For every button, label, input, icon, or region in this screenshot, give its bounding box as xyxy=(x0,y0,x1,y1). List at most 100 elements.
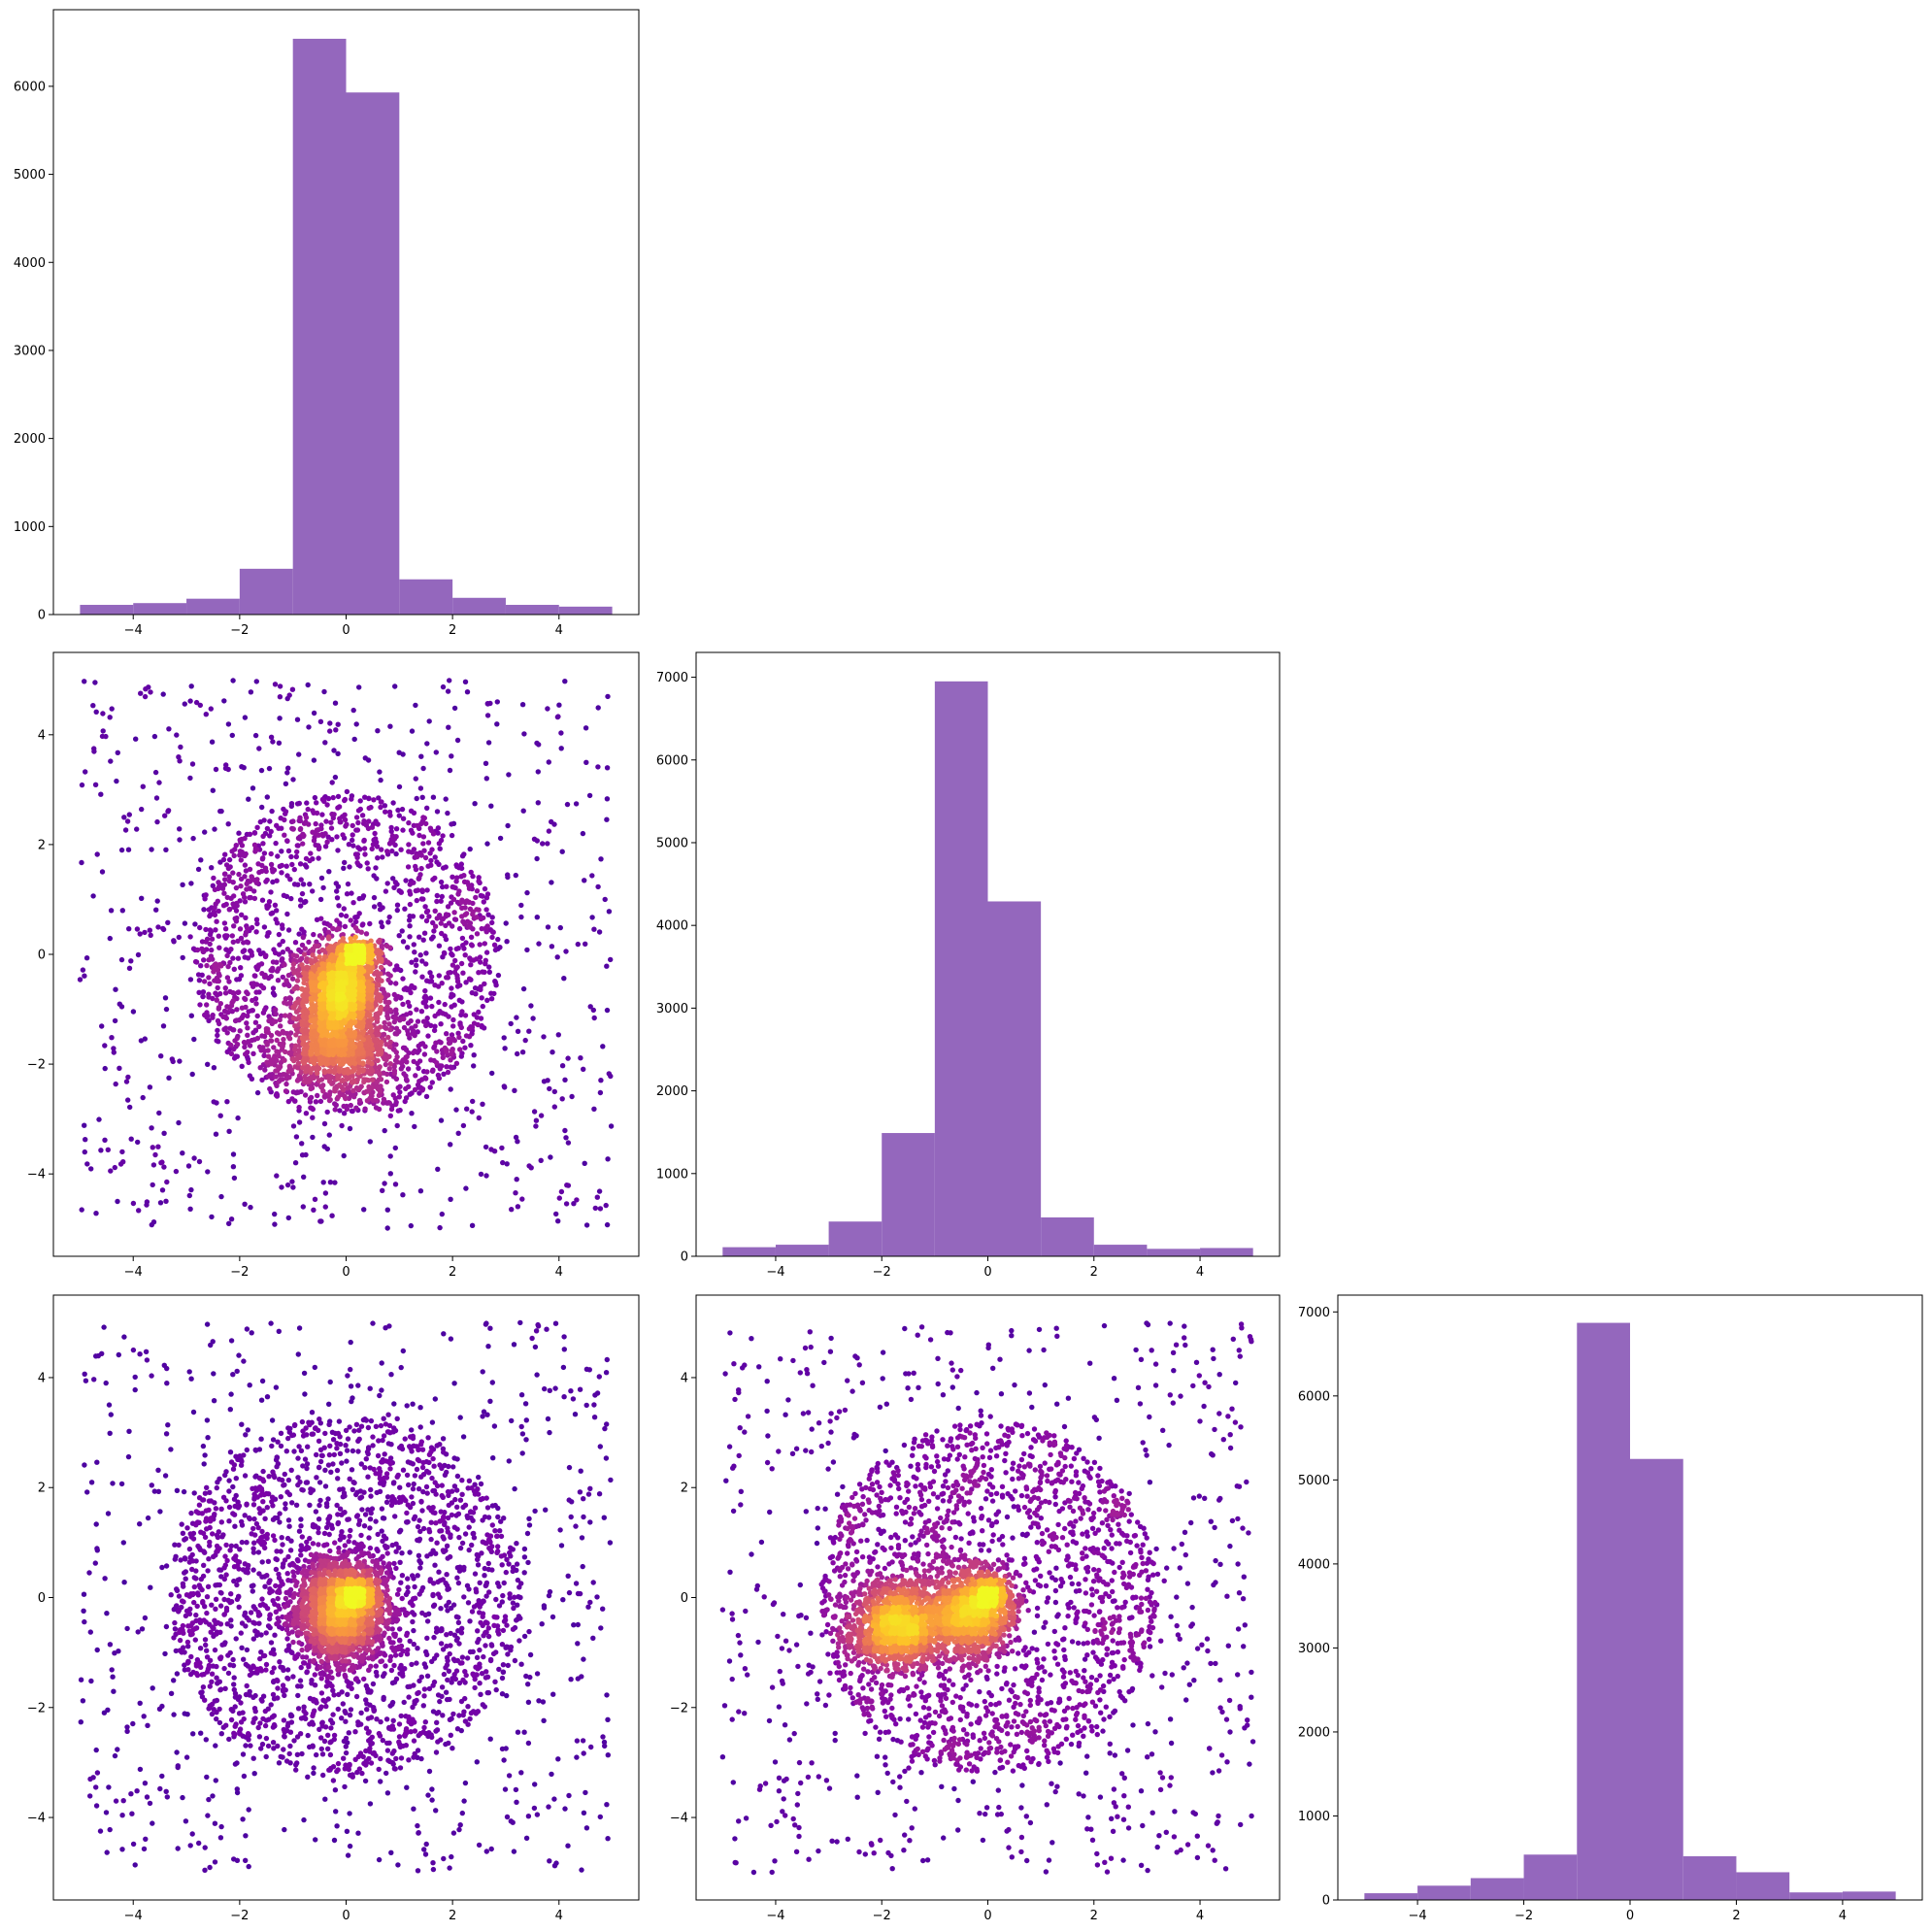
scatter-point xyxy=(455,1130,461,1137)
scatter-point xyxy=(262,865,269,871)
scatter-point xyxy=(564,801,571,808)
scatter-point xyxy=(279,870,284,876)
y-tick-label: 1000 xyxy=(14,520,46,535)
scatter-point xyxy=(449,832,455,839)
scatter-point xyxy=(514,1015,519,1020)
scatter-point xyxy=(459,905,465,911)
histogram-bar xyxy=(452,597,506,615)
scatter-point xyxy=(458,1024,464,1031)
scatter-point xyxy=(385,977,391,983)
scatter-point xyxy=(413,863,418,870)
scatter-point xyxy=(232,1017,239,1024)
scatter-point xyxy=(272,1018,279,1024)
scatter-point xyxy=(221,920,228,926)
scatter-point xyxy=(506,772,512,778)
scatter-point xyxy=(400,1001,406,1008)
scatter-point xyxy=(349,796,354,802)
scatter-point xyxy=(242,715,249,720)
scatter-point xyxy=(448,946,453,952)
scatter-point xyxy=(258,767,265,774)
y-tick-label: 2 xyxy=(38,838,46,852)
scatter-point xyxy=(287,1000,293,1006)
x-tick-label: 2 xyxy=(449,623,456,638)
scatter-point xyxy=(359,993,365,999)
scatter-point xyxy=(243,932,249,938)
scatter-point xyxy=(213,766,219,773)
scatter-point xyxy=(230,1151,237,1157)
scatter-point xyxy=(367,983,373,988)
scatter-point xyxy=(418,753,424,759)
scatter-point xyxy=(239,1005,246,1011)
scatter-point xyxy=(282,1072,287,1078)
scatter-point xyxy=(166,1075,172,1082)
scatter-point xyxy=(352,934,358,940)
scatter-point xyxy=(296,931,302,937)
scatter-point xyxy=(250,997,255,1004)
scatter-point xyxy=(132,1386,138,1393)
scatter-point xyxy=(406,849,412,854)
histogram-bar xyxy=(1041,1216,1094,1256)
scatter-point xyxy=(443,922,449,929)
scatter-point xyxy=(412,1123,417,1130)
scatter-point xyxy=(367,1029,373,1035)
scatter-point xyxy=(438,1021,444,1027)
scatter-point xyxy=(514,1177,519,1183)
scatter-point xyxy=(274,1037,280,1044)
scatter-point xyxy=(483,760,489,766)
scatter-point xyxy=(449,821,454,827)
scatter-point xyxy=(251,877,257,883)
scatter-point xyxy=(124,818,131,824)
scatter-point xyxy=(165,808,172,814)
scatter-point xyxy=(376,795,382,801)
scatter-point xyxy=(165,919,171,925)
scatter-point xyxy=(340,936,346,942)
scatter-point xyxy=(314,939,319,945)
scatter-point xyxy=(387,945,393,950)
scatter-point xyxy=(430,1067,436,1073)
scatter-point xyxy=(449,1065,455,1071)
scatter-point xyxy=(344,891,350,897)
scatter-point xyxy=(292,1160,299,1166)
scatter-point xyxy=(278,1023,283,1029)
scatter-point xyxy=(450,1023,456,1029)
scatter-point xyxy=(107,935,114,942)
scatter-point xyxy=(279,1184,284,1190)
scatter-point xyxy=(105,1511,112,1516)
scatter-point xyxy=(551,1088,557,1095)
scatter-point xyxy=(201,907,207,913)
scatter-point xyxy=(423,1093,430,1100)
scatter-point xyxy=(260,833,266,840)
scatter-point xyxy=(586,792,593,799)
scatter-point xyxy=(310,829,316,835)
scatter-point xyxy=(474,931,481,937)
scatter-point xyxy=(361,1079,367,1085)
scatter-point xyxy=(248,894,253,901)
scatter-point xyxy=(362,1106,368,1112)
scatter-point xyxy=(107,715,113,720)
histogram-bar xyxy=(1147,1249,1201,1256)
scatter-point xyxy=(376,951,382,957)
scatter-point xyxy=(206,907,212,913)
scatter-point xyxy=(482,981,487,987)
scatter-point xyxy=(108,1168,114,1174)
scatter-point xyxy=(366,805,372,812)
scatter-point xyxy=(462,1780,469,1786)
scatter-point xyxy=(434,859,440,865)
scatter-point xyxy=(284,770,290,776)
scatter-point xyxy=(130,1200,137,1207)
histogram-bar xyxy=(828,1221,883,1256)
scatter-point xyxy=(220,903,227,909)
scatter-point xyxy=(342,859,348,866)
scatter-point xyxy=(259,897,266,903)
scatter-point xyxy=(254,1089,261,1096)
scatter-point xyxy=(296,1104,302,1111)
scatter-point xyxy=(260,855,266,861)
scatter-point xyxy=(287,1050,293,1056)
scatter-point xyxy=(240,949,246,954)
scatter-point xyxy=(242,894,248,901)
scatter-point xyxy=(565,1140,572,1146)
scatter-point xyxy=(393,981,399,986)
scatter-point xyxy=(187,698,193,704)
scatter-point xyxy=(443,1012,449,1017)
